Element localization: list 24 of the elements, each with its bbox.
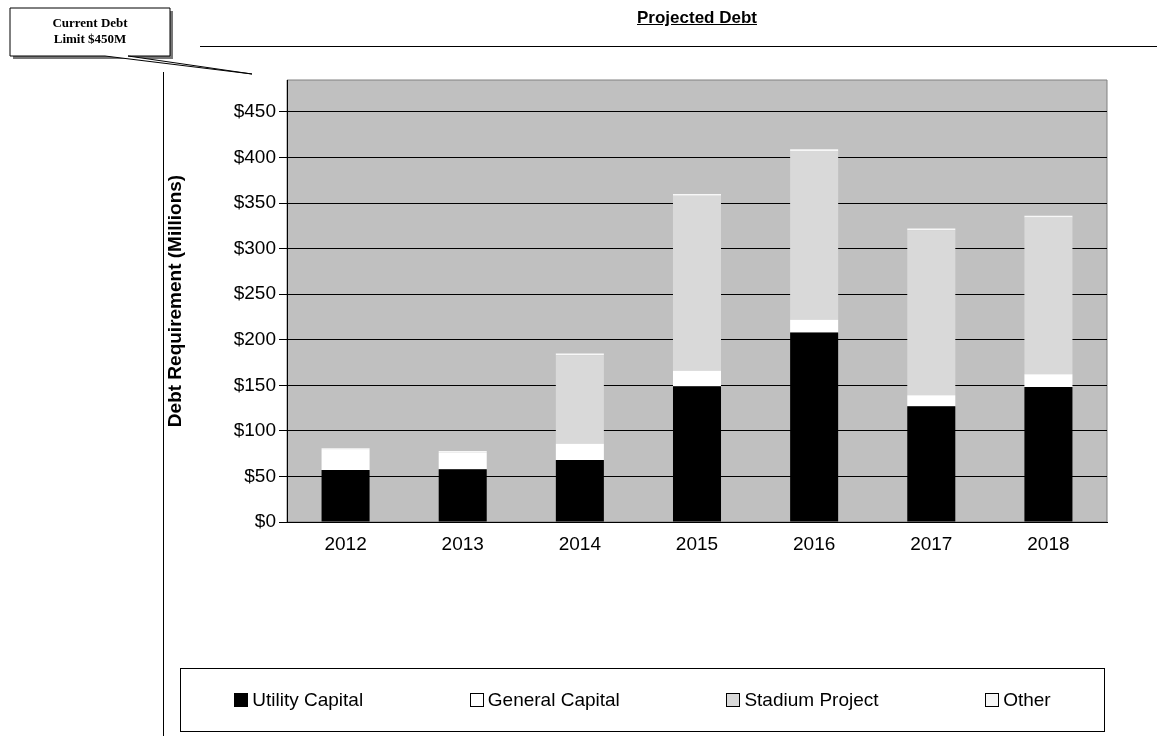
y-tick-label: $450 (233, 100, 276, 122)
legend-label: Stadium Project (744, 689, 879, 711)
y-tick-label: $250 (233, 282, 276, 304)
legend-label: General Capital (487, 689, 620, 711)
x-tick-label: 2015 (675, 532, 719, 554)
x-tick-label: 2017 (910, 532, 953, 554)
y-tick-label: $50 (244, 464, 276, 486)
x-tick-label: 2013 (441, 532, 484, 554)
x-tick-label: 2016 (793, 532, 836, 554)
x-tick-label: 2018 (1027, 532, 1070, 554)
y-tick-label: $150 (233, 373, 276, 395)
y-tick-label: $100 (233, 419, 276, 441)
x-tick-label: 2014 (558, 532, 602, 554)
text: Current Debt Limit $450M (52, 15, 129, 47)
y-tick-label: $300 (233, 236, 276, 258)
chart-title: Projected Debt (636, 8, 758, 28)
y-axis-title: Debt Requirement (Millions) (163, 174, 185, 428)
x-tick-label: 2012 (324, 532, 367, 554)
y-tick-label: $0 (254, 510, 276, 532)
legend-label: Other (1003, 689, 1051, 711)
y-tick-label: $200 (233, 327, 276, 349)
legend-label: Utility Capital (252, 689, 364, 711)
y-tick-label: $350 (233, 191, 276, 213)
y-tick-label: $400 (233, 145, 276, 167)
